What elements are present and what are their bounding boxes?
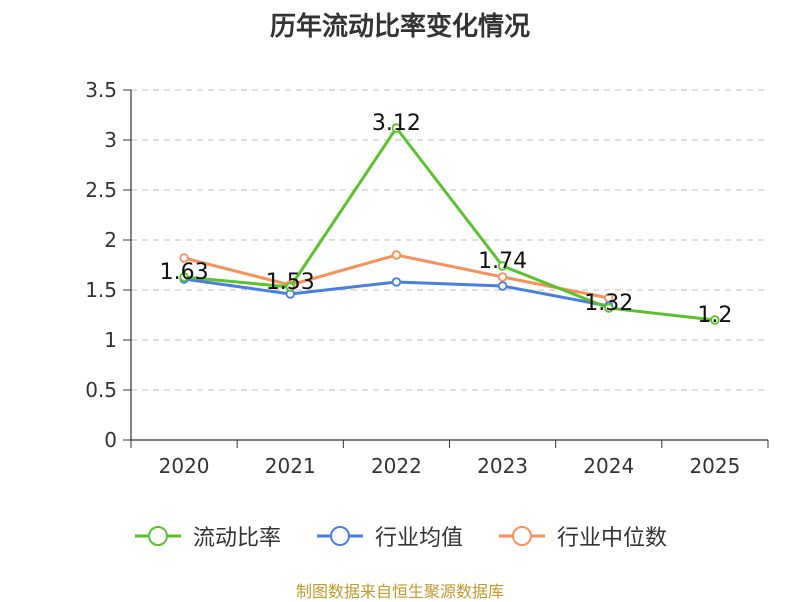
legend-item[interactable]: 行业均值 [315,520,463,552]
legend: 流动比率 行业均值 行业中位数 [0,518,800,554]
data-point [179,272,189,282]
legend-swatch-icon [499,526,545,546]
legend-item[interactable]: 流动比率 [133,520,281,552]
data-label: 1.74 [478,249,527,274]
data-point [604,303,614,313]
series-lines [179,123,720,325]
data-point [391,123,402,133]
x-tick-label: 2021 [265,454,316,478]
y-tick-label: 1 [104,328,117,352]
data-point [497,272,508,282]
data-label: 1.63 [160,260,209,285]
x-tick-label: 2022 [371,454,422,478]
x-tick-label: 2023 [477,454,528,478]
data-point [497,281,508,291]
legend-label: 行业均值 [374,526,463,551]
series-line [183,253,610,300]
data-point [179,253,189,263]
grid-lines [131,89,768,391]
y-tick-label: 3 [104,128,117,152]
legend-swatch-icon [134,526,181,546]
y-tick-label: 0 [104,428,117,452]
data-point [710,315,720,325]
legend-swatch-marker [512,526,532,546]
data-point [285,282,295,292]
axes: 0 0.5 1 1.5 2 2.5 3 3.5 2020 2021 2022 2023 2024 2025 [85,78,769,478]
data-label: 3.12 [372,111,421,136]
data-label: 1.2 [697,303,732,328]
data-point [497,261,508,271]
series-line [183,126,716,322]
source-note: 制图数据来自恒生聚源数据库 [295,582,504,601]
data-labels: 1.63 1.53 3.12 1.74 1.32 1.2 [160,111,733,328]
legend-swatch-marker [329,526,350,546]
legend-swatch-icon [316,526,363,546]
legend-item[interactable]: 行业中位数 [497,520,667,552]
data-label: 1.53 [266,270,315,295]
chart-title: 历年流动比率变化情况 [269,12,530,42]
legend-label: 行业中位数 [557,526,668,551]
y-tick-label: 2 [104,228,117,252]
y-tick-label: 1.5 [85,278,117,302]
data-label: 1.32 [584,291,633,316]
y-tick-label: 0.5 [85,378,117,402]
x-tick-label: 2025 [689,454,740,478]
y-tick-label: 3.5 [85,78,117,102]
x-tick-label: 2020 [159,454,210,478]
y-tick-label: 2.5 [85,178,117,202]
legend-label: 流动比率 [192,526,281,551]
data-point [391,277,402,287]
x-tick-label: 2024 [583,454,634,478]
data-point [391,250,402,260]
legend-swatch-marker [147,526,168,546]
